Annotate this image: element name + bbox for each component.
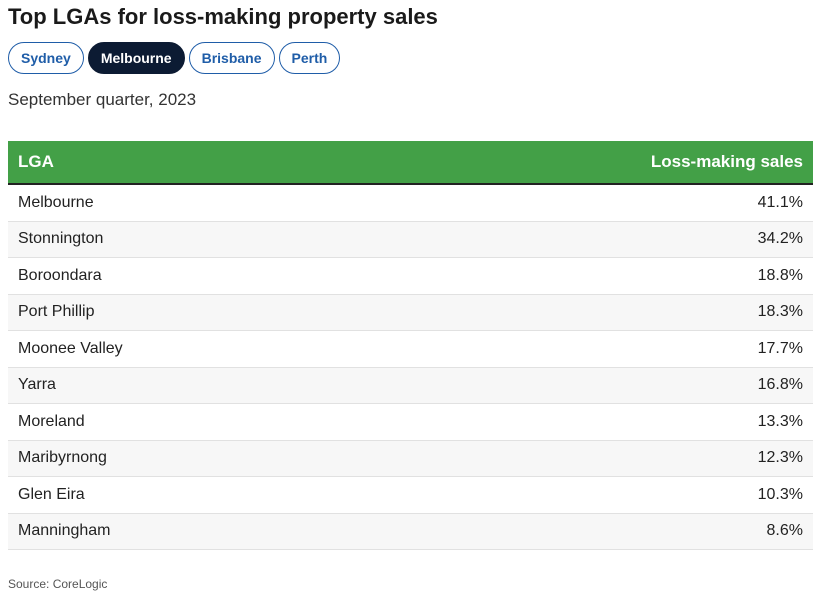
source-note: Source: CoreLogic [8, 577, 108, 591]
cell-lga: Moonee Valley [18, 339, 123, 357]
cell-loss-making-sales: 18.3% [757, 303, 803, 321]
column-header-lga: LGA [18, 152, 54, 171]
table-row: Port Phillip 18.3% [8, 294, 813, 331]
cell-loss-making-sales: 10.3% [757, 485, 803, 503]
table-row: Yarra 16.8% [8, 367, 813, 404]
cell-lga: Melbourne [18, 193, 94, 211]
cell-lga: Glen Eira [18, 485, 85, 503]
table-row: Moreland 13.3% [8, 404, 813, 441]
cell-loss-making-sales: 18.8% [757, 266, 803, 284]
table-row: Manningham 8.6% [8, 513, 813, 550]
table-row: Maribyrnong 12.3% [8, 440, 813, 477]
cell-lga: Moreland [18, 412, 85, 430]
table-row: Moonee Valley 17.7% [8, 331, 813, 368]
table-row: Boroondara 18.8% [8, 258, 813, 295]
cell-lga: Port Phillip [18, 303, 95, 321]
cell-loss-making-sales: 13.3% [757, 412, 803, 430]
page-title: Top LGAs for loss-making property sales [8, 4, 438, 29]
cell-loss-making-sales: 16.8% [757, 376, 803, 394]
cell-loss-making-sales: 17.7% [757, 339, 803, 357]
city-tabs: Sydney Melbourne Brisbane Perth [8, 42, 341, 74]
tab-perth[interactable]: Perth [278, 42, 341, 74]
table-body: Melbourne 41.1% Stonnington 34.2% Boroondara… [8, 185, 813, 550]
cell-lga: Stonnington [18, 230, 104, 248]
tab-brisbane[interactable]: Brisbane [188, 42, 275, 74]
table-row: Glen Eira 10.3% [8, 477, 813, 514]
column-header-loss-making-sales: Loss-making sales [650, 152, 803, 171]
table-header: LGA Loss-making sales [8, 141, 813, 185]
table-row: Melbourne 41.1% [8, 185, 813, 222]
tab-melbourne[interactable]: Melbourne [87, 42, 185, 74]
cell-loss-making-sales: 12.3% [757, 449, 803, 467]
cell-loss-making-sales: 8.6% [766, 522, 803, 540]
subtitle: September quarter, 2023 [8, 90, 197, 109]
tab-sydney[interactable]: Sydney [8, 42, 84, 74]
cell-lga: Manningham [18, 522, 111, 540]
data-table: LGA Loss-making sales Melbourne 41.1% Ston… [8, 141, 813, 550]
cell-loss-making-sales: 41.1% [757, 193, 803, 211]
cell-lga: Yarra [18, 376, 56, 394]
cell-lga: Boroondara [18, 266, 102, 284]
cell-loss-making-sales: 34.2% [757, 230, 803, 248]
table-row: Stonnington 34.2% [8, 221, 813, 258]
cell-lga: Maribyrnong [18, 449, 107, 467]
